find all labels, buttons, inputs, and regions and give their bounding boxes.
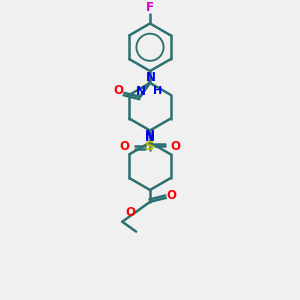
Text: N: N [145, 129, 155, 142]
Text: F: F [146, 1, 154, 14]
Text: O: O [119, 140, 129, 153]
Text: N: N [136, 85, 146, 98]
Text: O: O [167, 189, 177, 203]
Text: N: N [146, 71, 156, 85]
Text: H: H [153, 86, 162, 96]
Text: S: S [145, 140, 155, 153]
Text: N: N [145, 131, 155, 144]
Text: O: O [171, 140, 181, 153]
Text: O: O [125, 206, 135, 219]
Text: O: O [113, 84, 123, 98]
